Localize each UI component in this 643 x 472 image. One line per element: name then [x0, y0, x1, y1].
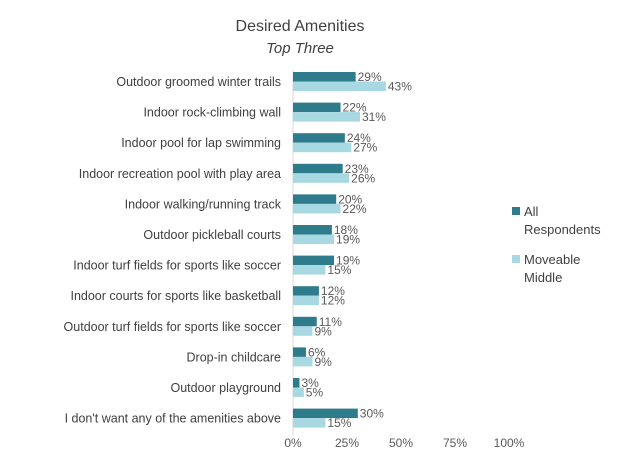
data-label-all-respondents-outdoor-playground: 3% [301, 376, 319, 390]
category-label-outdoor-playground: Outdoor playground [171, 381, 282, 395]
category-label-drop-in-childcare: Drop-in childcare [187, 350, 282, 364]
data-label-all-respondents-outdoor-groomed-winter-trails: 29% [358, 70, 382, 84]
data-label-moveable-middle-outdoor-groomed-winter-trails: 43% [388, 80, 412, 94]
data-label-all-respondents-indoor-courts-for-sports-like-basketball: 12% [321, 284, 345, 298]
x-tick-label-25: 25% [335, 436, 359, 450]
bar-all-respondents-indoor-recreation-pool-with-play-area [293, 163, 343, 174]
data-label-moveable-middle-drop-in-childcare: 9% [314, 355, 332, 369]
data-label-all-respondents-indoor-walking-running-track: 20% [338, 192, 362, 206]
data-label-moveable-middle-indoor-walking-running-track: 22% [343, 202, 367, 216]
data-label-all-respondents-outdoor-turf-fields-for-sports-like-soccer: 11% [319, 315, 342, 329]
chart-title: Desired Amenities [235, 18, 365, 35]
category-label-indoor-rock-climbing-wall: Indoor rock-climbing wall [143, 106, 281, 120]
bar-moveable-middle-indoor-turf-fields-for-sports-like-soccer [293, 265, 326, 275]
bar-moveable-middle-indoor-recreation-pool-with-play-area [293, 173, 350, 183]
legend-item-moveable-middle: Moveable Middle [512, 251, 614, 287]
legend-item-all-respondents: All Respondents [512, 203, 614, 239]
bar-moveable-middle-outdoor-pickleball-courts [293, 234, 335, 244]
category-label-indoor-courts-for-sports-like-basketball: Indoor courts for sports like basketball [70, 289, 281, 303]
category-label-outdoor-turf-fields-for-sports-like-soccer: Outdoor turf fields for sports like socc… [64, 320, 281, 334]
data-label-moveable-middle-indoor-pool-for-lap-swimming: 27% [353, 141, 377, 155]
category-label-outdoor-pickleball-courts: Outdoor pickleball courts [143, 228, 281, 242]
x-tick-label-100: 100% [494, 436, 525, 450]
legend-swatch-moveable-middle [512, 255, 520, 263]
bar-all-respondents-outdoor-pickleball-courts [293, 225, 332, 235]
data-label-all-respondents-indoor-recreation-pool-with-play-area: 23% [345, 162, 369, 176]
data-label-moveable-middle-indoor-rock-climbing-wall: 31% [362, 110, 386, 124]
bar-moveable-middle-indoor-rock-climbing-wall [293, 112, 360, 122]
data-label-moveable-middle-outdoor-turf-fields-for-sports-like-soccer: 9% [314, 324, 332, 338]
bar-all-respondents-outdoor-playground [293, 378, 300, 388]
category-label-i-don-t-want-any-of-the-amenities-above: I don't want any of the amenities above [65, 412, 281, 426]
x-tick-label-0: 0% [284, 436, 302, 450]
category-label-outdoor-groomed-winter-trails: Outdoor groomed winter trails [116, 75, 281, 89]
category-label-indoor-turf-fields-for-sports-like-soccer: Indoor turf fields for sports like socce… [73, 259, 281, 273]
legend-label-all-respondents: All Respondents [524, 204, 601, 237]
data-label-all-respondents-indoor-rock-climbing-wall: 22% [343, 101, 367, 115]
data-label-moveable-middle-outdoor-pickleball-courts: 19% [336, 233, 360, 247]
data-label-moveable-middle-indoor-courts-for-sports-like-basketball: 12% [321, 294, 345, 308]
x-tick-label-75: 75% [443, 436, 467, 450]
bar-all-respondents-indoor-courts-for-sports-like-basketball [293, 286, 319, 296]
bar-moveable-middle-outdoor-playground [293, 387, 304, 397]
data-label-moveable-middle-i-don-t-want-any-of-the-amenities-above: 15% [327, 416, 351, 430]
bar-moveable-middle-i-don-t-want-any-of-the-amenities-above [293, 418, 326, 428]
bar-moveable-middle-drop-in-childcare [293, 356, 313, 367]
data-label-moveable-middle-indoor-recreation-pool-with-play-area: 26% [351, 171, 375, 185]
bar-moveable-middle-indoor-courts-for-sports-like-basketball [293, 295, 319, 306]
data-label-all-respondents-outdoor-pickleball-courts: 18% [334, 223, 358, 237]
bar-all-respondents-indoor-walking-running-track [293, 194, 337, 204]
legend-label-moveable-middle: Moveable Middle [524, 252, 581, 285]
bar-moveable-middle-indoor-pool-for-lap-swimming [293, 142, 352, 153]
legend: All Respondents Moveable Middle [512, 203, 614, 299]
category-label-indoor-walking-running-track: Indoor walking/running track [125, 197, 282, 211]
data-label-all-respondents-indoor-turf-fields-for-sports-like-soccer: 19% [336, 254, 360, 268]
bar-all-respondents-indoor-pool-for-lap-swimming [293, 133, 345, 143]
bar-all-respondents-i-don-t-want-any-of-the-amenities-above [293, 408, 358, 419]
bar-all-respondents-drop-in-childcare [293, 347, 306, 357]
bar-all-respondents-indoor-turf-fields-for-sports-like-soccer [293, 255, 335, 266]
category-label-indoor-pool-for-lap-swimming: Indoor pool for lap swimming [121, 136, 281, 150]
category-label-indoor-recreation-pool-with-play-area: Indoor recreation pool with play area [79, 167, 281, 181]
bar-moveable-middle-outdoor-groomed-winter-trails [293, 81, 386, 91]
x-tick-label-50: 50% [389, 436, 413, 450]
data-label-moveable-middle-indoor-turf-fields-for-sports-like-soccer: 15% [327, 263, 351, 277]
data-label-all-respondents-i-don-t-want-any-of-the-amenities-above: 30% [360, 407, 384, 421]
data-label-all-respondents-drop-in-childcare: 6% [308, 345, 326, 359]
data-label-moveable-middle-outdoor-playground: 5% [306, 386, 324, 400]
bar-all-respondents-indoor-rock-climbing-wall [293, 102, 341, 113]
bar-all-respondents-outdoor-turf-fields-for-sports-like-soccer [293, 316, 317, 327]
chart-subtitle: Top Three [266, 40, 334, 57]
bar-moveable-middle-outdoor-turf-fields-for-sports-like-soccer [293, 326, 313, 336]
legend-swatch-all-respondents [512, 207, 520, 215]
bar-moveable-middle-indoor-walking-running-track [293, 203, 341, 214]
data-label-all-respondents-indoor-pool-for-lap-swimming: 24% [347, 131, 371, 145]
bar-all-respondents-outdoor-groomed-winter-trails [293, 72, 356, 82]
